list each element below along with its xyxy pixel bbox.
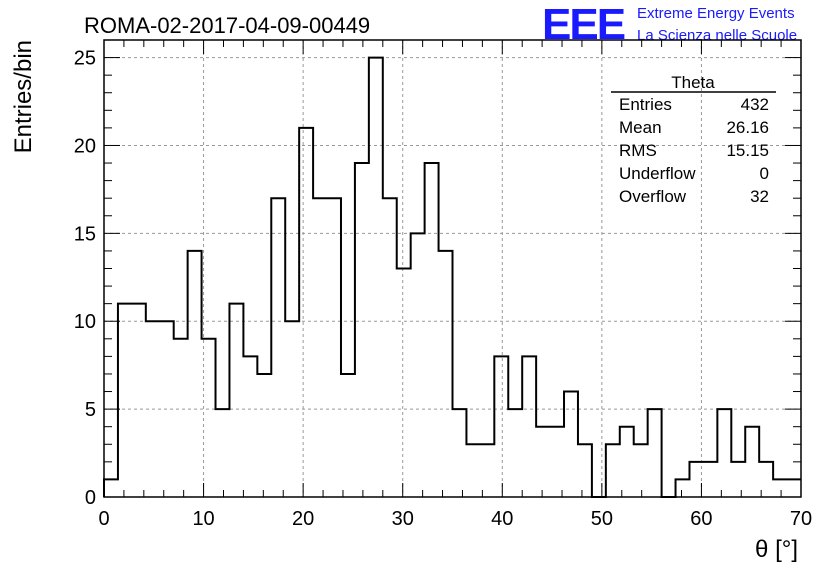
histogram-bin xyxy=(229,304,243,497)
chart-title: ROMA-02-2017-04-09-00449 xyxy=(84,13,370,38)
histogram-bin xyxy=(285,321,299,497)
x-tick-label: 50 xyxy=(591,508,613,530)
stats-box: Theta Entries 432 Mean 26.16 RMS 15.15 Underfl… xyxy=(611,73,776,206)
x-tick-label: 70 xyxy=(790,508,812,530)
y-tick-label: 25 xyxy=(74,48,96,70)
stats-row-label: Overflow xyxy=(619,187,687,206)
histogram-bin xyxy=(634,444,648,497)
stats-row-label: RMS xyxy=(619,141,657,160)
y-tick-label: 20 xyxy=(74,135,96,157)
histogram-bin xyxy=(453,409,467,497)
y-tick-label: 15 xyxy=(74,223,96,245)
histogram-bin xyxy=(731,462,745,497)
histogram-bin xyxy=(508,409,522,497)
histogram-bin xyxy=(355,163,369,497)
histogram-bin xyxy=(425,163,439,497)
histogram-bin xyxy=(341,374,355,497)
stats-row-label: Underflow xyxy=(619,164,696,183)
logo-letters: EEE xyxy=(542,0,625,49)
histogram-bin xyxy=(773,479,787,497)
histogram-bin xyxy=(439,251,453,497)
stats-row-value: 26.16 xyxy=(726,118,769,137)
stats-row-value: 0 xyxy=(760,164,769,183)
stats-row-label: Entries xyxy=(619,95,672,114)
histogram-outline xyxy=(103,56,801,498)
histogram-bin xyxy=(118,304,132,497)
histogram-bin xyxy=(480,444,494,497)
histogram-bin xyxy=(257,374,271,497)
histogram-bin xyxy=(466,444,480,497)
logo: EEE Extreme Energy Events La Scienza nel… xyxy=(542,0,797,49)
stats-title: Theta xyxy=(671,73,715,92)
histogram-bin xyxy=(160,321,174,497)
histogram-bin xyxy=(132,304,146,497)
histogram-bin xyxy=(717,409,731,497)
histogram-bin xyxy=(536,427,550,497)
histogram-bin xyxy=(397,269,411,498)
histogram-bin xyxy=(703,462,717,497)
histogram-bin xyxy=(606,444,620,497)
histogram-bin xyxy=(313,198,327,497)
histogram-bin xyxy=(564,392,578,497)
histogram-bin xyxy=(383,198,397,497)
histogram-bin xyxy=(745,427,759,497)
axis-ticks xyxy=(103,39,802,498)
x-tick-label: 30 xyxy=(392,508,414,530)
histogram-bin xyxy=(522,356,536,497)
x-tick-label: 0 xyxy=(98,508,109,530)
histogram-bin xyxy=(787,479,801,497)
histogram-bin xyxy=(676,479,690,497)
y-tick-label: 10 xyxy=(74,311,96,333)
histogram-bin xyxy=(620,427,634,497)
histogram-bin xyxy=(648,409,662,497)
x-tick-label: 60 xyxy=(690,508,712,530)
histogram-bin xyxy=(174,339,188,497)
histogram-bin xyxy=(299,128,313,497)
stats-row-value: 32 xyxy=(750,187,769,206)
x-tick-label: 40 xyxy=(491,508,513,530)
tick-labels: 0 10 20 30 40 50 60 70 0 5 10 15 20 25 xyxy=(74,48,812,530)
histogram-bin xyxy=(327,198,341,497)
x-tick-label: 10 xyxy=(192,508,214,530)
histogram-bin xyxy=(202,339,216,497)
histogram-bin xyxy=(271,198,285,497)
x-tick-label: 20 xyxy=(292,508,314,530)
histogram-bin xyxy=(369,58,383,497)
histogram-bin xyxy=(216,409,230,497)
logo-line-2: La Scienza nelle Scuole xyxy=(637,27,797,44)
plot-frame xyxy=(103,39,802,498)
histogram-bin xyxy=(411,233,425,497)
histogram-bin xyxy=(550,427,564,497)
histogram xyxy=(103,56,801,498)
histogram-bin xyxy=(578,444,592,497)
y-tick-label: 5 xyxy=(85,399,96,421)
logo-line-1: Extreme Energy Events xyxy=(637,5,795,22)
x-axis-label: θ [°] xyxy=(755,536,798,563)
y-axis-label: Entries/bin xyxy=(10,40,37,153)
histogram-bin xyxy=(104,479,118,497)
histogram-bin xyxy=(146,321,160,497)
histogram-bin xyxy=(243,356,257,497)
stats-row-label: Mean xyxy=(619,118,662,137)
y-tick-label: 0 xyxy=(85,487,96,509)
histogram-bin xyxy=(188,251,202,497)
stats-row-value: 432 xyxy=(741,95,769,114)
stats-row-value: 15.15 xyxy=(726,141,769,160)
stats-rows: Entries 432 Mean 26.16 RMS 15.15 Underflow 0 Ove… xyxy=(619,95,769,206)
histogram-bin xyxy=(494,356,508,497)
